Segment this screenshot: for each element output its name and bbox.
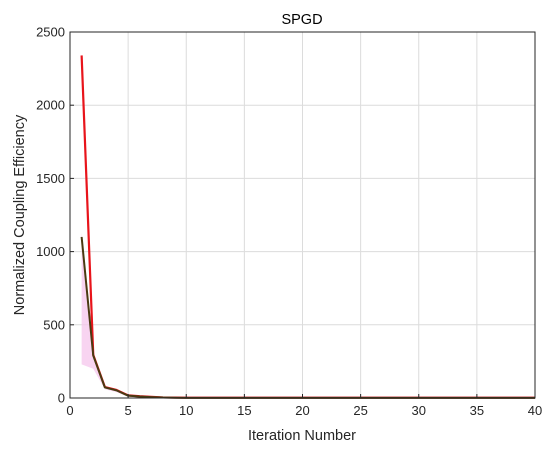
x-tick-label: 5 — [125, 403, 132, 418]
y-tick-label: 1000 — [36, 244, 65, 259]
y-tick-label: 2500 — [36, 25, 65, 40]
y-tick-label: 0 — [58, 391, 65, 406]
y-tick-label: 500 — [43, 317, 65, 332]
x-axis-ticks: 0 5 10 15 20 25 30 35 40 — [66, 394, 542, 418]
x-tick-label: 10 — [179, 403, 193, 418]
x-tick-label: 35 — [470, 403, 484, 418]
x-axis-label: Iteration Number — [248, 428, 356, 444]
chart-title: SPGD — [281, 12, 322, 28]
x-tick-label: 20 — [295, 403, 309, 418]
x-tick-label: 25 — [353, 403, 367, 418]
grid — [70, 32, 535, 398]
y-axis-label: Normalized Coupling Efficiency — [12, 114, 28, 315]
y-axis-ticks: 0 500 1000 1500 2000 2500 — [36, 25, 74, 406]
x-tick-label: 15 — [237, 403, 251, 418]
y-tick-label: 1500 — [36, 171, 65, 186]
x-tick-label: 40 — [528, 403, 542, 418]
x-tick-label: 30 — [412, 403, 426, 418]
y-tick-label: 2000 — [36, 98, 65, 113]
x-tick-label: 0 — [66, 403, 73, 418]
